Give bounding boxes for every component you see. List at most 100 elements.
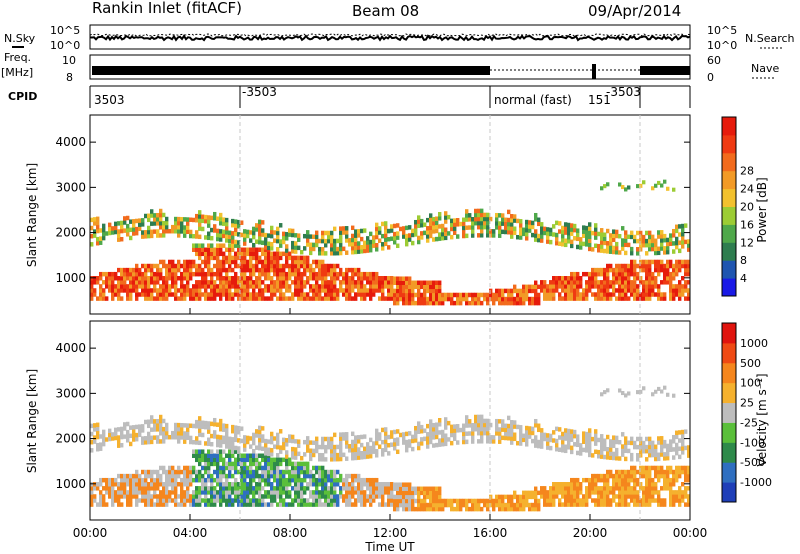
power-cell <box>561 288 565 293</box>
velocity-cell <box>414 490 418 496</box>
velocity-cell <box>231 445 235 450</box>
velocity-cell <box>585 444 589 449</box>
velocity-cell <box>297 465 301 471</box>
velocity-cell <box>360 442 364 448</box>
velocity-cell <box>555 486 559 491</box>
velocity-cell <box>687 445 691 450</box>
power-cell <box>243 259 247 265</box>
power-cell <box>111 280 115 285</box>
power-cell <box>654 242 658 248</box>
velocity-cell <box>489 422 493 428</box>
power-cell <box>405 280 409 286</box>
velocity-cell <box>225 453 229 458</box>
velocity-cell <box>579 443 583 448</box>
power-cell <box>387 296 391 301</box>
velocity-colorbar-swatch-3 <box>722 422 736 443</box>
power-cell <box>519 288 523 294</box>
power-cell <box>309 263 313 269</box>
power-cell <box>168 284 172 289</box>
velocity-cell <box>405 498 409 504</box>
power-cell <box>675 228 679 234</box>
velocity-cell <box>294 486 298 491</box>
power-cell <box>663 280 667 285</box>
power-cell <box>312 246 316 252</box>
power-cell <box>429 280 433 286</box>
power-cell <box>636 296 640 301</box>
power-cell <box>588 284 592 289</box>
power-cell <box>162 280 166 285</box>
velocity-cell <box>480 414 484 420</box>
power-cell <box>411 232 415 238</box>
power-cell <box>129 292 133 297</box>
velocity-cell <box>366 498 370 503</box>
velocity-cell <box>687 473 691 479</box>
velocity-cell <box>483 430 487 436</box>
velocity-cell <box>204 441 208 446</box>
velocity-cell <box>306 444 310 449</box>
velocity-cell <box>489 494 493 500</box>
velocity-cell <box>384 427 388 432</box>
velocity-cell <box>150 486 154 491</box>
power-cell <box>288 276 292 281</box>
velocity-cell <box>351 482 355 487</box>
velocity-cell <box>159 490 163 495</box>
velocity-cell <box>513 494 517 500</box>
power-cell <box>369 296 373 301</box>
power-cell <box>138 276 142 281</box>
velocity-cell <box>615 482 619 487</box>
velocity-cell <box>204 477 208 483</box>
velocity-cell <box>588 494 592 499</box>
power-cell <box>135 226 139 232</box>
velocity-cell <box>630 473 634 479</box>
power-cell <box>153 288 157 293</box>
power-cell <box>300 296 304 301</box>
power-cell <box>537 296 541 302</box>
power-cell <box>189 296 193 301</box>
power-cell <box>558 229 562 234</box>
power-cell <box>666 267 670 273</box>
power-cell <box>573 271 577 277</box>
power-cell <box>243 271 247 277</box>
power-cell <box>303 233 307 239</box>
power-cell <box>546 296 550 301</box>
power-cell <box>321 259 325 265</box>
velocity-cell <box>153 419 157 424</box>
velocity-cell <box>585 477 589 483</box>
velocity-cell <box>474 422 478 428</box>
power-cell <box>639 247 643 252</box>
velocity-cell <box>552 498 556 503</box>
power-cell <box>678 232 682 237</box>
velocity-cell <box>603 482 607 487</box>
power-cell <box>651 271 655 277</box>
power-cell <box>675 244 679 250</box>
velocity-cell <box>603 473 607 479</box>
velocity-cell <box>414 434 418 439</box>
velocity-cell <box>369 453 373 459</box>
power-cell <box>339 280 343 285</box>
power-cell <box>324 296 328 301</box>
velocity-cell <box>597 494 601 499</box>
velocity-cell <box>462 435 466 441</box>
power-cell <box>384 276 388 281</box>
power-cell <box>111 230 115 235</box>
power-cell <box>687 288 691 293</box>
velocity-cell <box>648 465 652 471</box>
power-cell <box>423 280 427 286</box>
velocity-cell <box>165 434 169 440</box>
power-cell <box>360 292 364 297</box>
velocity-cell <box>138 477 142 483</box>
power-cell <box>588 280 592 285</box>
power-cell <box>603 288 607 293</box>
power-cell <box>219 243 223 248</box>
power-cell <box>525 236 529 241</box>
velocity-cell <box>456 506 460 512</box>
power-colorbar-tick-1: 8 <box>740 254 747 267</box>
power-cell <box>579 280 583 285</box>
velocity-cell <box>126 502 130 507</box>
power-cell <box>567 288 571 293</box>
power-cell <box>180 221 184 226</box>
velocity-cell <box>360 502 364 507</box>
power-cell <box>486 216 490 222</box>
power-cell <box>543 226 547 232</box>
velocity-cell <box>621 498 625 503</box>
